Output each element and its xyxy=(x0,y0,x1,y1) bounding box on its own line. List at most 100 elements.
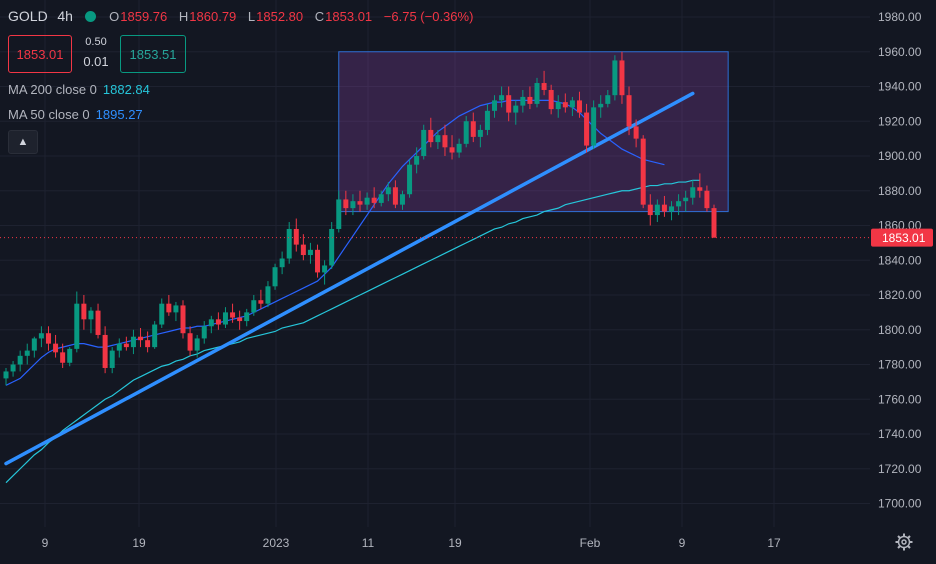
candle xyxy=(67,348,73,363)
candle xyxy=(45,333,51,344)
high-label: H xyxy=(178,9,189,24)
candle xyxy=(322,265,328,273)
price-tick-label: 1880.00 xyxy=(878,184,922,198)
open-label: O xyxy=(109,9,120,24)
candle xyxy=(53,343,59,353)
price-tick-label: 1960.00 xyxy=(878,45,922,59)
spread-top: 0.50 xyxy=(85,36,107,48)
candle xyxy=(123,343,129,348)
price-tick-label: 1760.00 xyxy=(878,392,922,406)
gear-icon[interactable] xyxy=(894,532,914,552)
time-axis[interactable] xyxy=(0,527,870,564)
candle xyxy=(392,187,398,205)
time-tick-label: 19 xyxy=(448,536,462,550)
candle xyxy=(10,364,16,372)
candle xyxy=(661,204,667,212)
candle xyxy=(307,249,313,256)
candle xyxy=(364,197,370,205)
candle xyxy=(499,95,505,101)
collapse-legend-button[interactable]: ▲ xyxy=(8,130,38,154)
candle xyxy=(421,129,427,156)
price-tick-label: 1780.00 xyxy=(878,358,922,372)
time-tick-label: 19 xyxy=(132,536,146,550)
legend-header: GOLD 4h O1859.76 H1860.79 L1852.80 C1853… xyxy=(8,8,481,24)
candle xyxy=(201,326,207,339)
rectangle-drawing[interactable] xyxy=(338,51,729,213)
ma50-label: MA 50 close 0 xyxy=(8,107,90,122)
candle xyxy=(654,204,660,216)
ma50-value: 1895.27 xyxy=(95,107,143,122)
ma200-label: MA 200 close 0 xyxy=(8,82,97,97)
candle xyxy=(633,126,639,139)
candle xyxy=(24,350,30,356)
trendline[interactable] xyxy=(4,91,695,466)
buy-button[interactable]: 1853.51 xyxy=(120,35,186,73)
ma50-legend[interactable]: MA 50 close 0 1895.27 xyxy=(8,107,143,122)
candle xyxy=(109,350,115,368)
last-price-label: 1853.01 xyxy=(882,231,926,245)
chevron-up-icon: ▲ xyxy=(17,136,29,148)
ma200-line xyxy=(5,179,700,484)
last-price-badge xyxy=(871,228,933,247)
candle xyxy=(385,187,391,195)
time-tick-label: Feb xyxy=(580,536,601,550)
price-tick-label: 1920.00 xyxy=(878,114,922,128)
time-tick-label: 9 xyxy=(42,536,49,550)
time-tick-label: 2023 xyxy=(263,536,290,550)
candle xyxy=(38,333,44,339)
candle xyxy=(60,352,66,363)
candle xyxy=(555,102,561,110)
sell-button[interactable]: 1853.01 xyxy=(8,35,72,73)
candle xyxy=(357,201,363,205)
spread-bottom: 0.01 xyxy=(83,54,109,69)
candle xyxy=(612,60,618,96)
candle xyxy=(463,121,469,144)
interval-label[interactable]: 4h xyxy=(57,8,73,24)
candle xyxy=(584,112,590,146)
candle xyxy=(591,107,597,146)
candle xyxy=(619,60,625,96)
market-status-icon xyxy=(84,11,96,22)
candle xyxy=(300,244,306,256)
price-tick-label: 1700.00 xyxy=(878,497,922,511)
candle xyxy=(3,371,9,379)
candle xyxy=(173,305,179,313)
candle xyxy=(116,343,122,351)
candle xyxy=(562,102,568,108)
candle xyxy=(569,100,575,108)
symbol-name[interactable]: GOLD xyxy=(8,8,48,24)
candle xyxy=(690,187,696,198)
open-value: 1859.76 xyxy=(120,9,168,24)
candle xyxy=(407,164,413,195)
candle xyxy=(506,95,512,113)
candle xyxy=(329,228,335,266)
close-label: C xyxy=(314,9,325,24)
price-tick-label: 1900.00 xyxy=(878,149,922,163)
price-tick-label: 1980.00 xyxy=(878,10,922,24)
candle xyxy=(208,319,214,327)
candle xyxy=(534,83,540,104)
candle xyxy=(272,267,278,287)
candle xyxy=(138,336,144,341)
spread-display: 0.50 0.01 xyxy=(78,33,114,71)
candle xyxy=(336,199,342,229)
candle xyxy=(548,89,554,110)
candle xyxy=(414,156,420,165)
price-tick-label: 1800.00 xyxy=(878,323,922,337)
candle xyxy=(286,228,292,259)
candle xyxy=(315,249,321,273)
candle xyxy=(159,303,165,325)
candle xyxy=(697,187,703,191)
candle xyxy=(237,317,243,322)
candle xyxy=(145,340,151,348)
ma200-legend[interactable]: MA 200 close 0 1882.84 xyxy=(8,82,150,97)
price-axis[interactable] xyxy=(870,0,936,564)
candle xyxy=(31,338,37,351)
candle xyxy=(626,95,632,127)
candle xyxy=(576,100,582,113)
candle xyxy=(711,208,717,238)
candle xyxy=(541,83,547,90)
candle xyxy=(470,121,476,137)
